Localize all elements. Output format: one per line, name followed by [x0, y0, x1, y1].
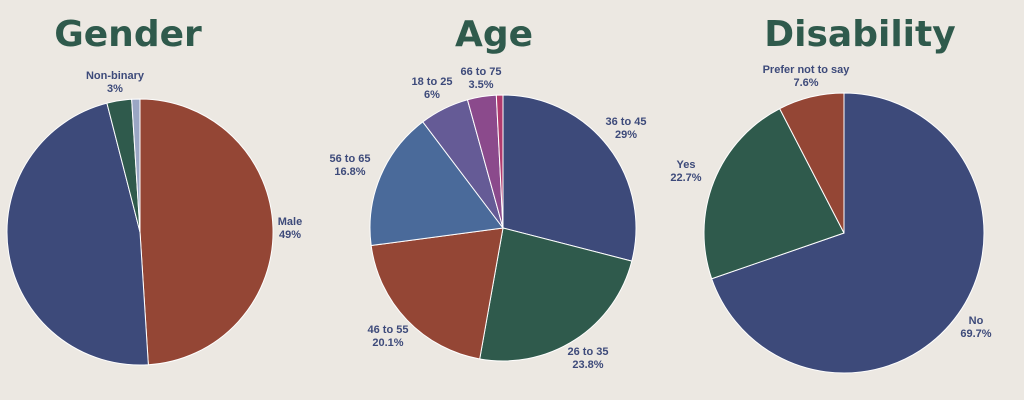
slice-value-56-to-65: 16.8%	[334, 166, 365, 178]
slice-value-prefer-not-to-say: 7.6%	[793, 77, 818, 89]
slice-value-yes: 22.7%	[670, 172, 701, 184]
pie-slice-male	[139, 98, 274, 366]
age-chart-title: Age	[455, 14, 533, 55]
slice-label-no: No	[969, 315, 984, 327]
slice-value-no: 69.7%	[960, 328, 991, 340]
slice-label-non-binary: Non-binary	[86, 70, 145, 82]
pie-slice-unlabeled-1	[6, 102, 149, 366]
slice-value-26-to-35: 23.8%	[572, 359, 603, 371]
slice-label-36-to-45: 36 to 45	[606, 116, 647, 128]
pie-slice-unlabeled-6	[495, 94, 504, 229]
pie-slice-no	[711, 92, 985, 374]
pie-slice-26-to-35	[479, 227, 633, 362]
slice-label-26-to-35: 26 to 35	[568, 346, 609, 358]
pie-slice-yes	[703, 107, 845, 280]
slice-label-66-to-75: 66 to 75	[461, 66, 502, 78]
pie-slice-56-to-65	[369, 121, 504, 247]
slice-value-non-binary: 3%	[107, 83, 123, 95]
slice-value-18-to-25: 6%	[424, 89, 440, 101]
slice-value-46-to-55: 20.1%	[372, 337, 403, 349]
slice-label-yes: Yes	[677, 159, 696, 171]
pie-slice-prefer-not-to-say	[778, 92, 845, 234]
gender-chart-title: Gender	[54, 14, 202, 55]
pie-slice-36-to-45	[502, 94, 637, 262]
slice-value-36-to-45: 29%	[615, 129, 637, 141]
pie-slice-46-to-55	[370, 227, 504, 360]
slice-label-prefer-not-to-say: Prefer not to say	[763, 64, 851, 76]
slice-label-56-to-65: 56 to 65	[330, 153, 371, 165]
slice-label-46-to-55: 46 to 55	[368, 324, 409, 336]
slice-value-male: 49%	[279, 229, 301, 241]
pie-slice-unlabeled-3	[131, 98, 141, 233]
disability-chart-title: Disability	[764, 14, 955, 55]
slice-value-66-to-75: 3.5%	[468, 79, 493, 91]
slice-label-18-to-25: 18 to 25	[412, 76, 453, 88]
slice-label-male: Male	[278, 216, 302, 228]
